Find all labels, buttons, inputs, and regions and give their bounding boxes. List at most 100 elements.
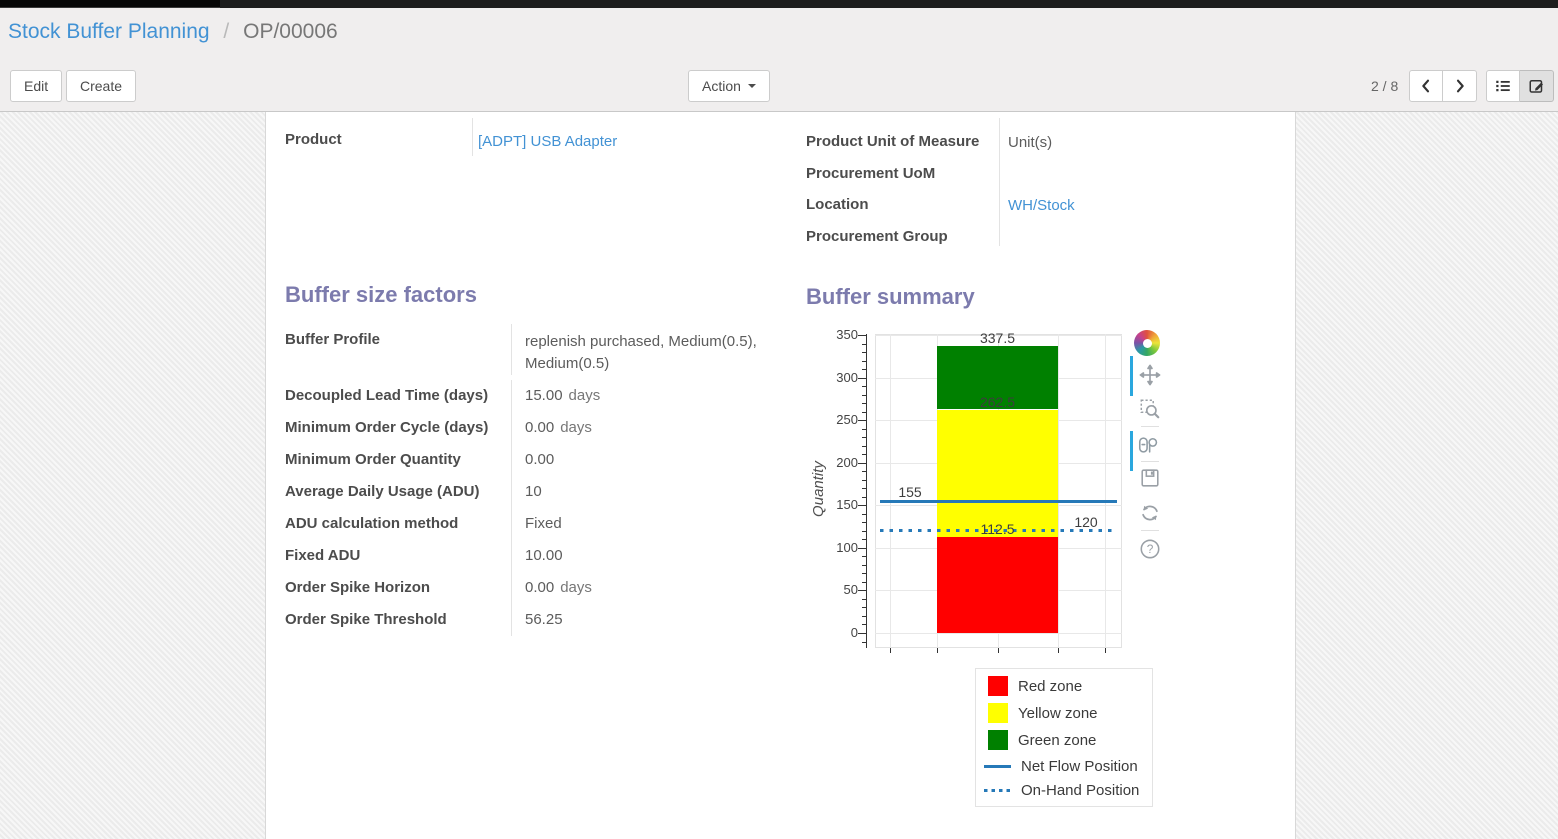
- factor-row: Order Spike Horizon 0.00 days: [285, 572, 775, 604]
- field-column-separator: [472, 118, 473, 156]
- pan-tool-active-indicator: [1130, 356, 1133, 396]
- factor-row: Buffer Profile replenish purchased, Medi…: [285, 324, 775, 380]
- reset-icon[interactable]: [1139, 502, 1161, 524]
- edit-button[interactable]: Edit: [10, 70, 63, 102]
- save-icon[interactable]: [1139, 467, 1161, 489]
- product-field-label: Product: [285, 131, 342, 148]
- legend-item: Red zone: [988, 676, 1152, 697]
- field-label: Location: [806, 196, 869, 213]
- field-value: Unit(s): [1008, 134, 1053, 151]
- factor-value[interactable]: Fixed: [525, 515, 562, 532]
- legend-label: Net Flow Position: [1021, 757, 1138, 775]
- control-panel: [0, 8, 1558, 112]
- factor-label: Order Spike Threshold: [285, 611, 447, 628]
- product-field-value-link[interactable]: [ADPT] USB Adapter: [478, 133, 618, 150]
- breadcrumb: Stock Buffer Planning / OP/00006: [8, 20, 338, 44]
- toolbar-divider: [1141, 461, 1159, 462]
- right-field-list: Product Unit of Measure Unit(s) Procurem…: [806, 126, 1291, 252]
- factor-value-cell: Fixed: [511, 508, 775, 540]
- top-navbar-strip-left: [0, 0, 220, 8]
- legend-item: Green zone: [988, 730, 1152, 751]
- pager-nav-group: [1409, 70, 1477, 102]
- factor-value: 0.00: [525, 451, 555, 468]
- factor-row: Minimum Order Cycle (days) 0.00 days: [285, 412, 775, 444]
- field-row: Product Unit of Measure Unit(s): [806, 126, 1291, 158]
- breadcrumb-root-link[interactable]: Stock Buffer Planning: [8, 20, 210, 43]
- toolbar-divider: [1141, 426, 1159, 427]
- factor-unit: days: [560, 579, 592, 596]
- field-row: Procurement UoM: [806, 158, 1291, 190]
- field-value: [999, 158, 1008, 166]
- bokeh-logo[interactable]: [1134, 330, 1160, 356]
- factor-row: Fixed ADU 10.00: [285, 540, 775, 572]
- pager-counter: 2 / 8: [1371, 78, 1399, 94]
- factor-value: 15.00: [525, 387, 563, 404]
- action-dropdown-label: Action: [702, 78, 741, 94]
- field-label: Procurement Group: [806, 227, 948, 245]
- form-view-button[interactable]: [1520, 70, 1554, 102]
- factor-value-cell: 56.25: [511, 604, 775, 636]
- factor-value: 10.00: [525, 547, 563, 564]
- pan-tool-icon[interactable]: [1139, 364, 1161, 386]
- factor-label: Minimum Order Cycle (days): [285, 419, 489, 436]
- form-view-icon: [1529, 80, 1543, 93]
- field-label: Procurement UoM: [806, 164, 936, 182]
- chevron-down-icon: [747, 84, 756, 88]
- factor-label: Decoupled Lead Time (days): [285, 387, 489, 404]
- legend-label: Red zone: [1018, 677, 1083, 695]
- factor-row: Average Daily Usage (ADU) 10: [285, 476, 775, 508]
- field-value: [999, 221, 1008, 229]
- create-button[interactable]: Create: [66, 70, 137, 102]
- list-view-icon: [1496, 80, 1510, 92]
- factor-value: 0.00: [525, 579, 555, 596]
- field-row: Procurement Group: [806, 221, 1291, 253]
- action-dropdown-button[interactable]: Action: [688, 70, 770, 102]
- chevron-left-icon: [1422, 79, 1430, 93]
- buffer-size-factors-title: Buffer size factors: [285, 282, 477, 307]
- factor-value-cell: 0.00 days: [511, 572, 775, 604]
- legend-swatch-square: [988, 703, 1008, 724]
- legend-label: Green zone: [1018, 731, 1097, 749]
- hover-tool-icon[interactable]: [1137, 434, 1159, 456]
- buffer-summary-title: Buffer summary: [806, 284, 975, 309]
- legend-label: On-Hand Position: [1021, 781, 1140, 799]
- breadcrumb-current: OP/00006: [243, 20, 338, 43]
- factor-unit: days: [560, 419, 592, 436]
- legend-item: Yellow zone: [988, 703, 1152, 724]
- next-page-button[interactable]: [1443, 70, 1477, 102]
- field-value[interactable]: WH/Stock: [1008, 197, 1075, 214]
- legend-label: Yellow zone: [1018, 704, 1098, 722]
- legend-swatch-square: [988, 676, 1008, 697]
- factor-label: Minimum Order Quantity: [285, 451, 461, 468]
- factor-row: Decoupled Lead Time (days) 15.00 days: [285, 380, 775, 412]
- factor-label: Buffer Profile: [285, 331, 381, 348]
- factor-value[interactable]: replenish purchased, Medium(0.5), Medium…: [525, 333, 757, 372]
- svg-text:?: ?: [1147, 542, 1154, 556]
- help-icon[interactable]: ?: [1139, 538, 1161, 560]
- prev-page-button[interactable]: [1409, 70, 1443, 102]
- factor-label: Fixed ADU: [285, 547, 361, 564]
- factor-row: Minimum Order Quantity 0.00: [285, 444, 775, 476]
- factor-value-cell: 15.00 days: [511, 380, 775, 412]
- box-zoom-icon[interactable]: [1139, 398, 1161, 420]
- factor-value: 0.00: [525, 419, 555, 436]
- list-view-button[interactable]: [1486, 70, 1520, 102]
- factor-value-cell: 0.00 days: [511, 412, 775, 444]
- legend-item: Net Flow Position: [984, 757, 1152, 775]
- factor-value-cell: 10: [511, 476, 775, 508]
- factor-row: ADU calculation method Fixed: [285, 508, 775, 540]
- factor-label: Order Spike Horizon: [285, 579, 431, 596]
- legend-swatch-dotted-line: [984, 788, 1011, 792]
- field-label: Product Unit of Measure: [806, 133, 980, 150]
- factor-value-cell: 10.00: [511, 540, 775, 572]
- chart-legend: Red zone Yellow zone Green zone Net Flow Po…: [975, 668, 1153, 807]
- buffer-factors-table: Buffer Profile replenish purchased, Medi…: [285, 324, 775, 636]
- factor-label: Average Daily Usage (ADU): [285, 483, 480, 500]
- field-column-separator: [999, 118, 1000, 246]
- factor-unit: days: [568, 387, 601, 404]
- legend-item: On-Hand Position: [984, 781, 1152, 799]
- hover-tool-active-indicator: [1130, 431, 1133, 471]
- factor-value-cell: replenish purchased, Medium(0.5), Medium…: [511, 324, 775, 375]
- factor-label: ADU calculation method: [285, 515, 459, 532]
